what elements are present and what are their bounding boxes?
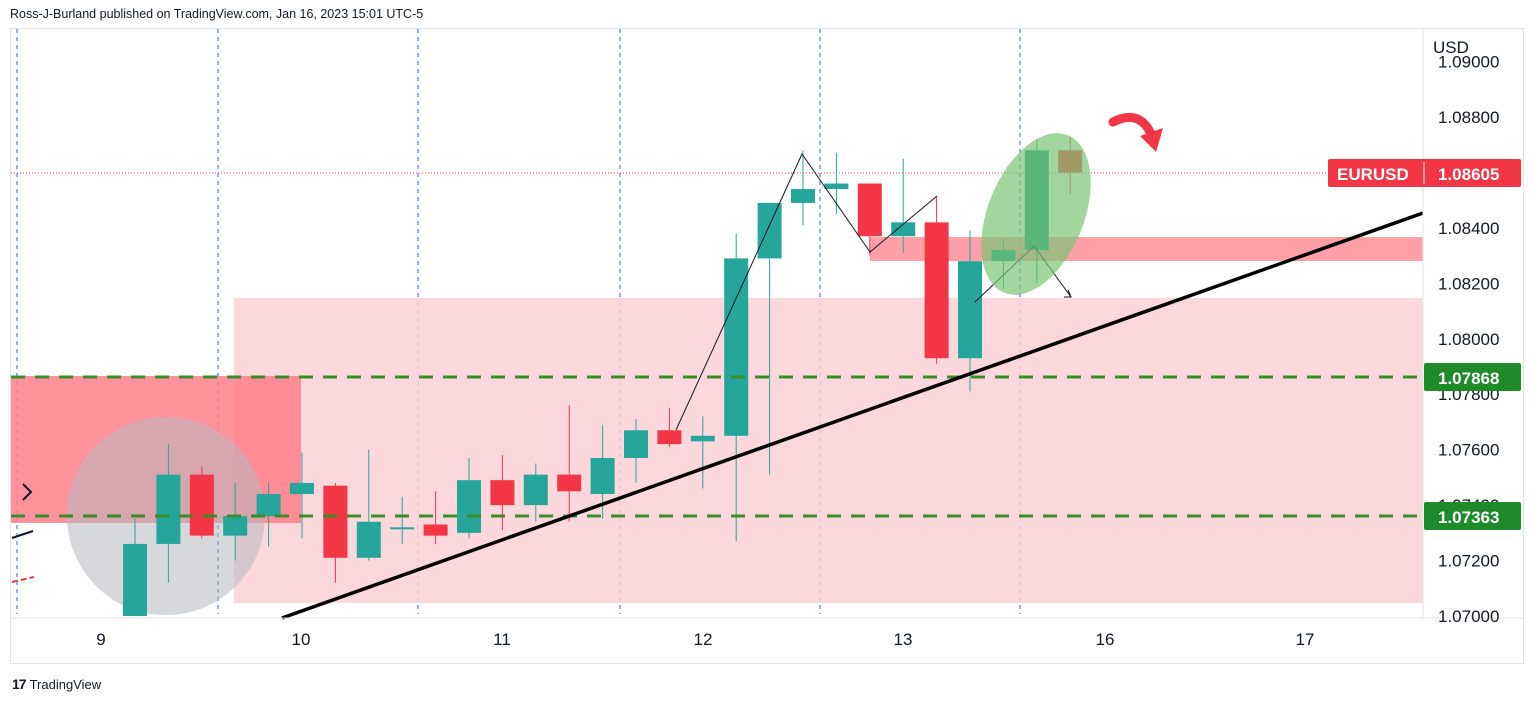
candle-body xyxy=(758,203,782,258)
candle-body xyxy=(524,475,548,505)
tradingview-brand[interactable]: 17 TradingView xyxy=(12,676,101,692)
price-tick-label: 1.08000 xyxy=(1438,330,1499,349)
candle-21[interactable] xyxy=(824,153,848,214)
curved-down-arrow-icon[interactable] xyxy=(1113,117,1163,152)
symbol-label: EURUSD xyxy=(1337,165,1409,184)
candle-2[interactable] xyxy=(190,466,214,538)
candle-body xyxy=(323,486,347,558)
candle-body xyxy=(657,430,681,444)
candle-body xyxy=(591,458,615,494)
price-tick-label: 1.08200 xyxy=(1438,274,1499,293)
currency-label: USD xyxy=(1433,38,1469,57)
candle-body xyxy=(424,525,448,536)
time-tick-label: 13 xyxy=(894,630,913,649)
candle-body xyxy=(858,184,882,237)
demand-zone-large[interactable] xyxy=(234,298,1423,603)
candle-body xyxy=(691,436,715,442)
price-tick-label: 1.07600 xyxy=(1438,441,1499,460)
tradingview-logo-icon: 17 xyxy=(12,676,26,692)
time-axis[interactable]: 9 10 11 12 13 16 17 xyxy=(96,630,1314,649)
candle-body xyxy=(824,184,848,190)
candle-body xyxy=(958,261,982,358)
candle-body xyxy=(457,480,481,533)
last-price-badge[interactable]: EURUSD 1.08605 xyxy=(1328,159,1521,187)
candle-body xyxy=(357,522,381,558)
candle-24[interactable] xyxy=(925,197,949,363)
highlight-ellipse-green[interactable] xyxy=(960,117,1113,311)
candle-body xyxy=(724,258,748,435)
candle-body xyxy=(290,483,314,494)
candle-body xyxy=(490,480,514,505)
time-tick-label: 9 xyxy=(96,630,105,649)
edge-mark-red xyxy=(12,577,34,582)
time-tick-label: 10 xyxy=(292,630,311,649)
candle-body xyxy=(925,222,949,358)
price-tick-label: 1.07000 xyxy=(1438,607,1499,626)
candle-body xyxy=(390,527,414,529)
level-value: 1.07363 xyxy=(1438,508,1499,527)
last-price-value: 1.08605 xyxy=(1438,165,1499,184)
candle-body xyxy=(557,475,581,492)
price-axis[interactable]: 1.090001.088001.086001.084001.082001.080… xyxy=(1438,53,1499,626)
level-value: 1.07868 xyxy=(1438,369,1499,388)
time-tick-label: 16 xyxy=(1096,630,1115,649)
candle-body xyxy=(156,475,180,544)
candle-body xyxy=(123,544,147,616)
candle-body xyxy=(624,430,648,458)
time-tick-label: 17 xyxy=(1296,630,1315,649)
candle-body xyxy=(257,494,281,516)
candle-20[interactable] xyxy=(791,150,815,225)
price-tick-label: 1.07200 xyxy=(1438,552,1499,571)
edge-mark-line xyxy=(12,531,33,538)
brand-label: TradingView xyxy=(30,677,102,692)
time-tick-label: 12 xyxy=(694,630,713,649)
time-tick-label: 11 xyxy=(493,630,511,649)
level-badge-107868[interactable]: 1.07868 xyxy=(1424,363,1521,391)
price-tick-label: 1.08800 xyxy=(1438,108,1499,127)
level-badge-107363[interactable]: 1.07363 xyxy=(1424,502,1521,530)
candle-body xyxy=(190,475,214,536)
price-tick-label: 1.08400 xyxy=(1438,219,1499,238)
candle-body xyxy=(223,516,247,535)
candle-body xyxy=(791,189,815,203)
